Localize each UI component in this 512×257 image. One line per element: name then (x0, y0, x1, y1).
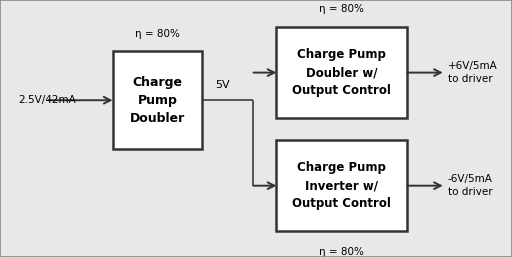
Text: Charge Pump
Inverter w/
Output Control: Charge Pump Inverter w/ Output Control (292, 161, 391, 210)
Text: η = 80%: η = 80% (135, 29, 180, 39)
Text: η = 80%: η = 80% (319, 247, 364, 257)
Text: Charge Pump
Doubler w/
Output Control: Charge Pump Doubler w/ Output Control (292, 48, 391, 97)
Text: 5V: 5V (215, 80, 230, 90)
Text: η = 80%: η = 80% (319, 4, 364, 14)
FancyBboxPatch shape (113, 51, 202, 149)
Text: -6V/5mA
to driver: -6V/5mA to driver (448, 174, 493, 197)
Text: Charge
Pump
Doubler: Charge Pump Doubler (130, 76, 185, 125)
Text: +6V/5mA
to driver: +6V/5mA to driver (448, 61, 498, 84)
FancyBboxPatch shape (276, 27, 407, 118)
FancyBboxPatch shape (276, 140, 407, 231)
Text: 2.5V/42mA: 2.5V/42mA (18, 95, 76, 105)
